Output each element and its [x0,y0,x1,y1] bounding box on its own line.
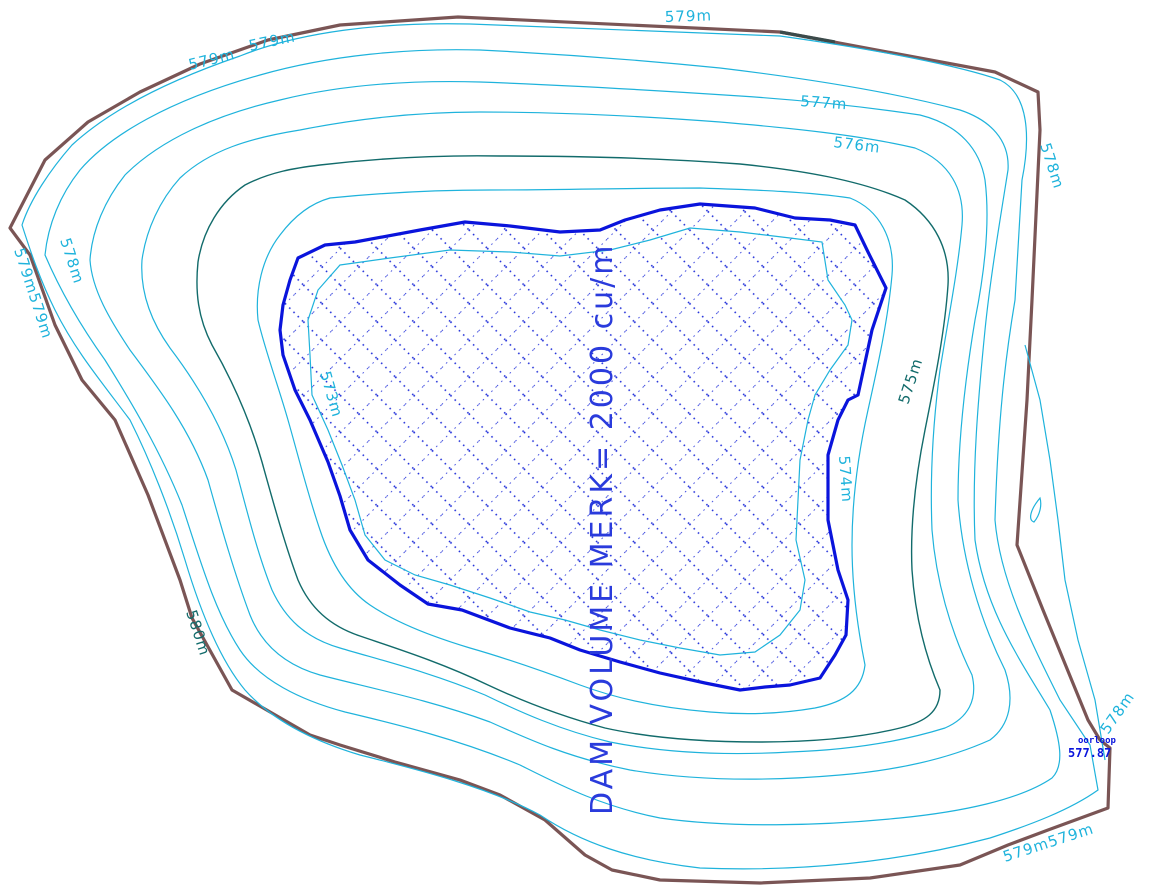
property-boundary [8,15,1112,885]
outlet-elevation: 577.87 [1068,746,1111,760]
contour-576m [141,111,975,755]
contour-578m [44,49,1061,826]
label-574m: 574m [835,455,856,503]
contour-574m [256,187,893,715]
label-577m: 577m [800,92,848,113]
dam-edge [278,202,888,692]
label-580m: 580m [182,608,214,658]
label-579m-top-left-b: 579m [247,27,297,54]
outlet-label: oorloop [1078,736,1117,746]
contour-573m [307,227,853,656]
dam-surface [280,204,886,690]
contour-579m [21,23,1099,870]
label-575m: 575m [895,356,927,406]
label-578m-right: 578m [1036,141,1068,191]
contour-577m [89,80,1011,780]
boundary-dark-segment [779,30,836,44]
small-feature [1030,496,1042,523]
label-576m: 576m [833,133,882,157]
contour-575m [196,155,949,743]
drainage-line [1024,344,1106,761]
dam-volume-title: DAM VOLUME MERK= 2000 cu/m [585,243,620,815]
label-579m-top: 579m [665,6,713,26]
label-578m-outlet: 578m [1097,688,1139,737]
label-579m-top-left-a: 579m [187,45,237,74]
label-578m-left: 578m [56,236,88,286]
